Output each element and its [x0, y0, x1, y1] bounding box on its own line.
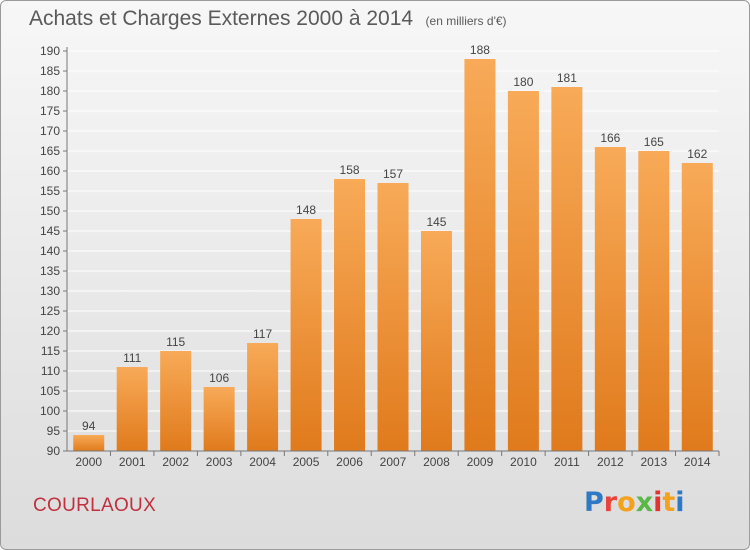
bar-value-label: 180 — [513, 75, 533, 89]
bar-value-label: 181 — [557, 71, 577, 85]
bar — [203, 387, 235, 451]
y-tick-label: 160 — [40, 164, 60, 178]
y-tick-label: 180 — [40, 84, 60, 98]
y-tick-label: 145 — [40, 224, 60, 238]
y-tick-label: 100 — [40, 404, 60, 418]
bar-value-label: 162 — [687, 147, 707, 161]
y-tick-label: 135 — [40, 264, 60, 278]
city-name: COURLAOUX — [33, 495, 157, 516]
bar — [334, 179, 366, 451]
x-tick-label: 2011 — [554, 455, 580, 469]
logo-letter: t — [662, 487, 676, 518]
x-tick-label: 2008 — [423, 455, 450, 469]
bar-value-label: 157 — [383, 167, 403, 181]
logo-letter: i — [675, 487, 685, 518]
logo-letter: o — [617, 487, 636, 518]
x-tick-label: 2007 — [380, 455, 407, 469]
bar — [681, 163, 713, 451]
y-tick-label: 150 — [40, 204, 60, 218]
bar-value-label: 117 — [253, 327, 272, 341]
y-tick-label: 155 — [40, 184, 60, 198]
y-tick-label: 130 — [40, 284, 60, 298]
logo-letter: P — [584, 487, 604, 518]
y-tick-label: 140 — [40, 244, 60, 258]
x-tick-label: 2010 — [510, 455, 537, 469]
bar — [247, 343, 279, 451]
y-tick-label: 185 — [40, 64, 60, 78]
x-tick-label: 2004 — [249, 455, 276, 469]
bar-value-label: 111 — [123, 351, 142, 365]
bar-value-label: 106 — [209, 371, 229, 385]
y-tick-label: 125 — [40, 304, 60, 318]
x-tick-label: 2002 — [162, 455, 189, 469]
y-tick-label: 90 — [47, 444, 61, 458]
bar-value-label: 115 — [166, 335, 185, 349]
bar — [377, 183, 409, 451]
bar — [116, 367, 148, 451]
logo-letter: x — [635, 487, 654, 518]
y-tick-label: 95 — [47, 424, 61, 438]
bar — [638, 151, 670, 451]
y-tick-label: 190 — [40, 44, 60, 58]
chart-unit: (en milliers d'€) — [425, 14, 507, 28]
logo-letter: i — [653, 487, 663, 518]
y-tick-label: 105 — [40, 384, 60, 398]
y-tick-label: 120 — [40, 324, 60, 338]
bar-value-label: 166 — [600, 131, 620, 145]
chart-title: Achats et Charges Externes 2000 à 2014 (… — [29, 7, 507, 31]
y-tick-label: 170 — [40, 124, 60, 138]
logo-letter: r — [603, 487, 618, 518]
bar — [464, 59, 496, 451]
x-tick-label: 2000 — [75, 455, 102, 469]
bar — [551, 87, 583, 451]
y-tick-label: 115 — [41, 344, 60, 358]
chart-title-text: Achats et Charges Externes 2000 à 2014 — [29, 7, 414, 30]
bar-value-label: 148 — [296, 203, 316, 217]
bar — [594, 147, 626, 451]
bar — [290, 219, 322, 451]
bar-value-label: 94 — [82, 419, 96, 433]
x-tick-label: 2003 — [206, 455, 233, 469]
x-tick-label: 2006 — [336, 455, 363, 469]
x-tick-label: 2013 — [640, 455, 667, 469]
x-tick-label: 2005 — [293, 455, 320, 469]
bar — [160, 351, 192, 451]
bar — [73, 435, 105, 451]
y-tick-label: 165 — [40, 144, 60, 158]
x-tick-label: 2009 — [467, 455, 494, 469]
proxiti-logo: Proxiti — [584, 487, 685, 518]
x-tick-label: 2014 — [684, 455, 711, 469]
bar — [420, 231, 452, 451]
x-tick-label: 2012 — [597, 455, 624, 469]
bar-value-label: 158 — [340, 163, 360, 177]
bar-value-label: 165 — [644, 135, 664, 149]
y-tick-label: 110 — [41, 364, 60, 378]
bar-chart: 90 95 100 105 110 115 120 125 130 135 140 145 150 155… — [40, 43, 720, 469]
bar — [507, 91, 539, 451]
x-tick-label: 2001 — [119, 455, 146, 469]
bar-value-label: 188 — [470, 43, 490, 57]
bar-value-label: 145 — [426, 215, 446, 229]
y-tick-label: 175 — [40, 104, 60, 118]
